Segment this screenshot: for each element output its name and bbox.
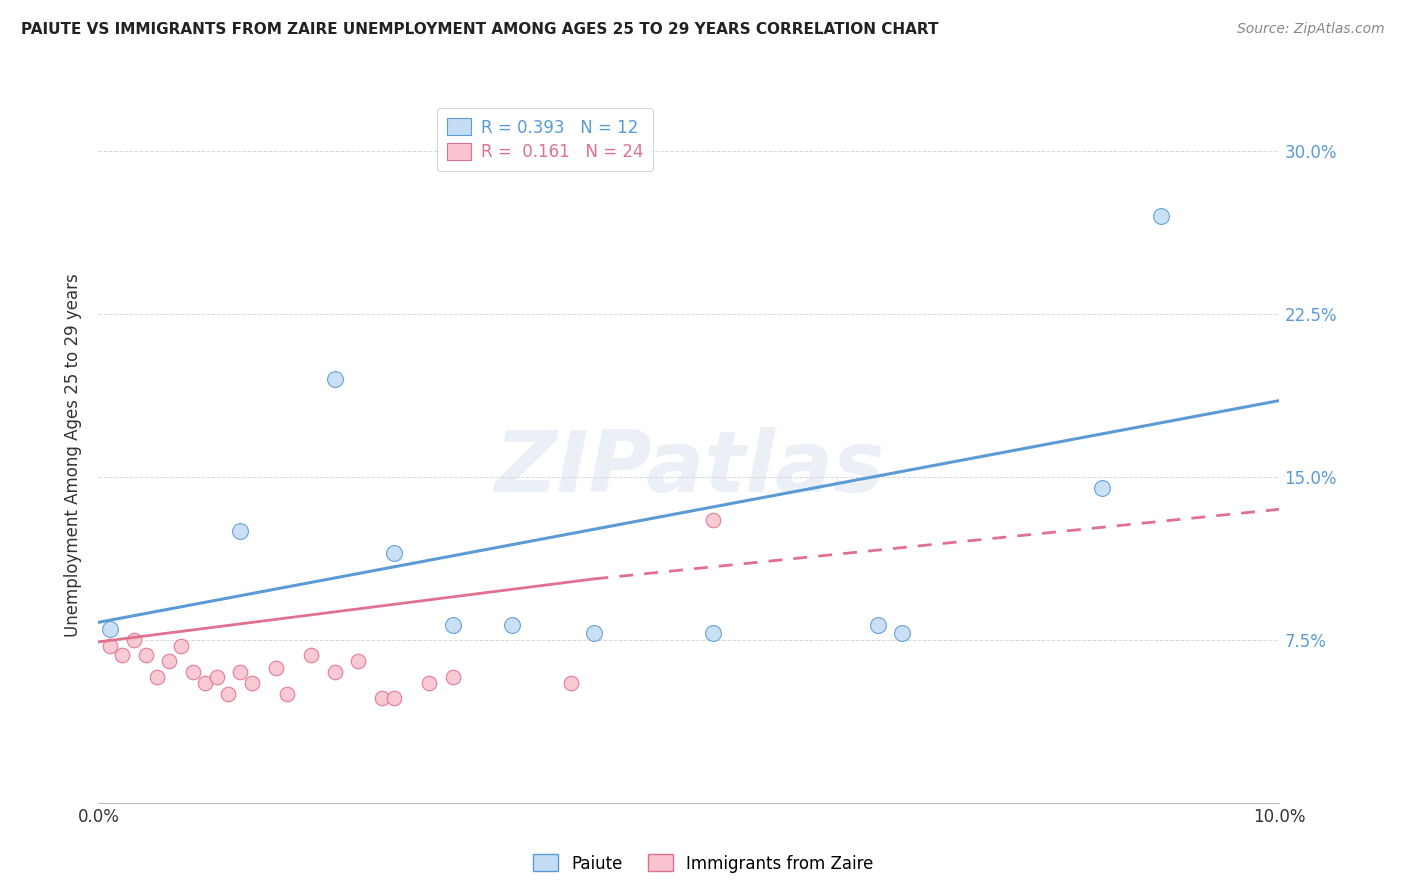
Point [276, 687, 298, 701]
Point [1150, 209, 1173, 223]
Point [441, 670, 464, 684]
Point [98, 639, 121, 653]
Text: Source: ZipAtlas.com: Source: ZipAtlas.com [1237, 22, 1385, 37]
Point [157, 655, 180, 669]
Point [866, 617, 889, 632]
Point [181, 665, 204, 680]
Point [111, 648, 134, 662]
Point [229, 665, 252, 680]
Point [702, 626, 724, 640]
Point [441, 617, 464, 632]
Point [702, 513, 724, 527]
Point [890, 626, 912, 640]
Text: ZIPatlas: ZIPatlas [494, 427, 884, 510]
Point [205, 670, 228, 684]
Point [323, 665, 346, 680]
Point [135, 648, 157, 662]
Point [323, 372, 346, 386]
Point [501, 617, 523, 632]
Point [347, 655, 370, 669]
Point [299, 648, 322, 662]
Point [583, 626, 606, 640]
Point [194, 676, 217, 690]
Legend: R = 0.393   N = 12, R =  0.161   N = 24: R = 0.393 N = 12, R = 0.161 N = 24 [437, 109, 654, 171]
Point [170, 639, 193, 653]
Point [382, 546, 405, 560]
Point [264, 661, 287, 675]
Point [98, 622, 121, 636]
Point [217, 687, 239, 701]
Point [229, 524, 252, 538]
Point [146, 670, 169, 684]
Point [1091, 481, 1114, 495]
Point [240, 676, 263, 690]
Point [560, 676, 582, 690]
Point [418, 676, 440, 690]
Point [122, 632, 145, 647]
Point [382, 691, 405, 706]
Legend: Paiute, Immigrants from Zaire: Paiute, Immigrants from Zaire [526, 847, 880, 880]
Y-axis label: Unemployment Among Ages 25 to 29 years: Unemployment Among Ages 25 to 29 years [65, 273, 83, 637]
Point [371, 691, 394, 706]
Text: PAIUTE VS IMMIGRANTS FROM ZAIRE UNEMPLOYMENT AMONG AGES 25 TO 29 YEARS CORRELATI: PAIUTE VS IMMIGRANTS FROM ZAIRE UNEMPLOY… [21, 22, 939, 37]
